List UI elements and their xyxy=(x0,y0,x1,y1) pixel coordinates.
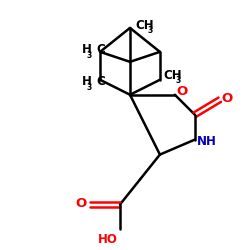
Text: H: H xyxy=(82,43,92,56)
Text: 3: 3 xyxy=(87,83,92,92)
Text: 3: 3 xyxy=(176,76,181,85)
Text: O: O xyxy=(177,85,188,98)
Text: C: C xyxy=(96,75,105,88)
Text: O: O xyxy=(76,197,87,210)
Text: 3: 3 xyxy=(148,26,153,36)
Text: O: O xyxy=(222,92,233,105)
Text: HO: HO xyxy=(98,233,118,246)
Text: H: H xyxy=(82,75,92,88)
Text: NH: NH xyxy=(197,135,217,148)
Text: 3: 3 xyxy=(87,51,92,60)
Text: C: C xyxy=(96,43,105,56)
Text: CH: CH xyxy=(135,20,154,32)
Text: CH: CH xyxy=(163,69,182,82)
